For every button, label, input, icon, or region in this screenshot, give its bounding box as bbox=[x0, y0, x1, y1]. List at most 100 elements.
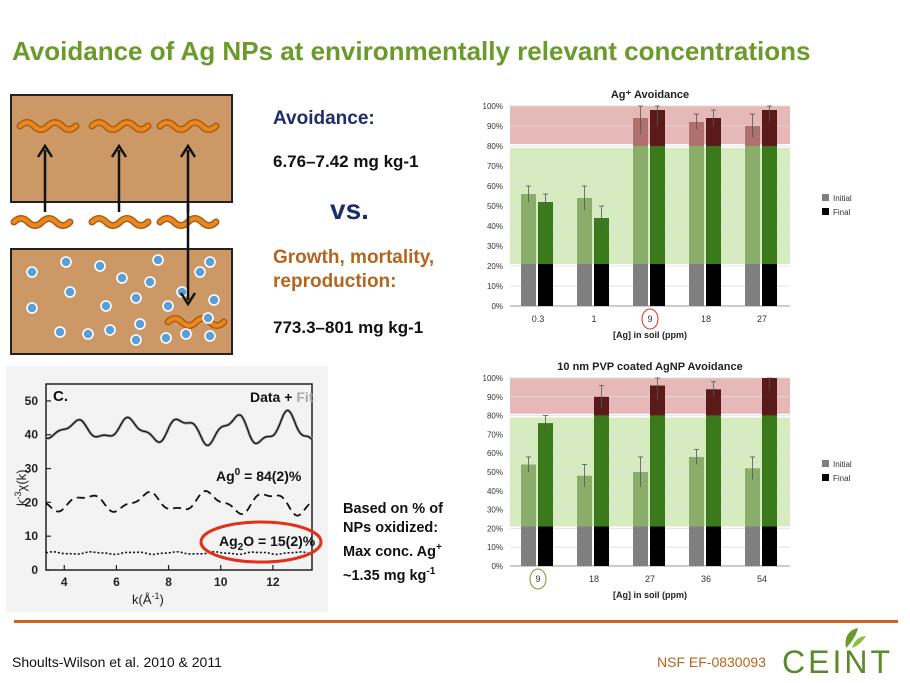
nanoparticle-dot bbox=[55, 327, 65, 337]
exafs-y-tick-label: 40 bbox=[25, 428, 39, 442]
bar-segment bbox=[650, 416, 665, 527]
legend-swatch bbox=[822, 460, 829, 467]
bar-segment bbox=[521, 464, 536, 526]
bar-segment bbox=[706, 527, 721, 566]
nanoparticle-dot bbox=[105, 325, 115, 335]
nanoparticle-dot bbox=[27, 303, 37, 313]
bar-final-0.3 bbox=[538, 194, 553, 306]
y-tick-label: 30% bbox=[487, 242, 503, 251]
exafs-legend: Data + Fit bbox=[250, 389, 314, 405]
bar-final-9 bbox=[538, 416, 553, 566]
chart-title: 10 nm PVP coated AgNP Avoidance bbox=[557, 361, 742, 373]
bar-initial-18 bbox=[577, 464, 592, 566]
bar-segment bbox=[706, 416, 721, 527]
bar-segment bbox=[706, 146, 721, 264]
nanoparticle-dot bbox=[131, 335, 141, 345]
bar-segment bbox=[538, 202, 553, 264]
x-tick-label: 0.3 bbox=[532, 314, 545, 324]
nanoparticle-dot bbox=[145, 277, 155, 287]
y-tick-label: 90% bbox=[487, 393, 503, 402]
y-tick-label: 70% bbox=[487, 430, 503, 439]
ag2o-symbol: Ag bbox=[219, 533, 238, 549]
y-tick-label: 40% bbox=[487, 487, 503, 496]
bar-segment bbox=[521, 264, 536, 306]
bar-segment bbox=[521, 527, 536, 566]
legend-swatch bbox=[822, 474, 829, 481]
y-tick-label: 100% bbox=[483, 102, 503, 111]
legend-label: Final bbox=[833, 474, 851, 483]
y-tick-label: 30% bbox=[487, 506, 503, 515]
bar-segment bbox=[689, 457, 704, 527]
y-tick-label: 10% bbox=[487, 282, 503, 291]
bar-final-36 bbox=[706, 382, 721, 566]
bar-segment bbox=[538, 264, 553, 306]
legend-swatch bbox=[822, 208, 829, 215]
nanoparticle-dot bbox=[135, 319, 145, 329]
bar-final-27 bbox=[762, 106, 777, 306]
nanoparticle-dot bbox=[153, 255, 163, 265]
oxidation-note: Based on % of NPs oxidized: Max conc. Ag… bbox=[343, 500, 473, 586]
nanoparticle-dot bbox=[61, 257, 71, 267]
ag0-symbol: Ag bbox=[216, 468, 235, 484]
x-axis-label: [Ag] in soil (ppm) bbox=[613, 590, 687, 600]
bar-segment bbox=[633, 527, 648, 566]
bar-segment bbox=[577, 264, 592, 306]
nanoparticle-dot bbox=[181, 329, 191, 339]
exafs-y-tick-label: 50 bbox=[25, 394, 39, 408]
exafs-x-tick-label: 6 bbox=[113, 575, 120, 589]
slide-title: Avoidance of Ag NPs at environmentally r… bbox=[12, 36, 902, 67]
y-tick-label: 50% bbox=[487, 468, 503, 477]
nanoparticle-dot bbox=[117, 273, 127, 283]
bar-initial-9 bbox=[633, 106, 648, 306]
avoidance-label: Avoidance: bbox=[273, 108, 375, 130]
bar-initial-18 bbox=[689, 114, 704, 306]
y-tick-label: 80% bbox=[487, 412, 503, 421]
bar-segment bbox=[689, 146, 704, 264]
nanoparticle-dot bbox=[95, 261, 105, 271]
bar-initial-27 bbox=[633, 457, 648, 566]
y-tick-label: 0% bbox=[491, 562, 503, 571]
legend-swatch bbox=[822, 194, 829, 201]
y-tick-label: 100% bbox=[483, 374, 503, 383]
nanoparticle-dot bbox=[83, 329, 93, 339]
bar-final-18 bbox=[594, 386, 609, 566]
legend-plus-text: + bbox=[280, 389, 296, 405]
bar-segment bbox=[745, 527, 760, 566]
y-tick-label: 80% bbox=[487, 142, 503, 151]
bar-segment bbox=[633, 146, 648, 264]
oxidation-note-line-2: NPs oxidized: bbox=[343, 519, 473, 538]
bar-segment bbox=[521, 194, 536, 264]
x-tick-label: 9 bbox=[647, 314, 652, 324]
y-tick-label: 60% bbox=[487, 182, 503, 191]
nanoparticle-dot bbox=[203, 313, 213, 323]
exafs-x-tick-label: 8 bbox=[165, 575, 172, 589]
footer-divider bbox=[14, 620, 898, 623]
bar-segment bbox=[594, 264, 609, 306]
bar-segment bbox=[538, 527, 553, 566]
ag-ion-avoidance-chart: 0% 10% 20% 30% 40% 50% 60% 70% 80% 90% 100% 0.3 1 9 18… bbox=[470, 84, 910, 346]
growth-mortality-label: Growth, mortality, reproduction: bbox=[273, 246, 463, 294]
legend-fit-text: Fit bbox=[296, 389, 313, 405]
bar-segment bbox=[650, 146, 665, 264]
oxidation-note-line-3: Max conc. Ag+ bbox=[343, 538, 473, 562]
exafs-x-tick-label: 12 bbox=[266, 575, 280, 589]
exafs-y-tick-label: 0 bbox=[31, 563, 38, 577]
bar-segment bbox=[689, 527, 704, 566]
x-tick-label: 27 bbox=[757, 314, 767, 324]
x-tick-label: 18 bbox=[589, 574, 599, 584]
bar-segment bbox=[633, 264, 648, 306]
bar-segment bbox=[762, 264, 777, 306]
bar-segment bbox=[689, 264, 704, 306]
nanoparticle-dot bbox=[205, 331, 215, 341]
bar-segment bbox=[706, 264, 721, 306]
bar-final-1 bbox=[594, 206, 609, 306]
exafs-y-tick-label: 10 bbox=[25, 529, 39, 543]
citation-text: Shoults-Wilson et al. 2010 & 2011 bbox=[12, 654, 222, 670]
bar-segment bbox=[762, 527, 777, 566]
exafs-x-tick-label: 4 bbox=[61, 575, 68, 589]
legend-label: Initial bbox=[833, 460, 852, 469]
bar-initial-54 bbox=[745, 457, 760, 566]
bar-initial-27 bbox=[745, 114, 760, 306]
bar-segment bbox=[594, 527, 609, 566]
